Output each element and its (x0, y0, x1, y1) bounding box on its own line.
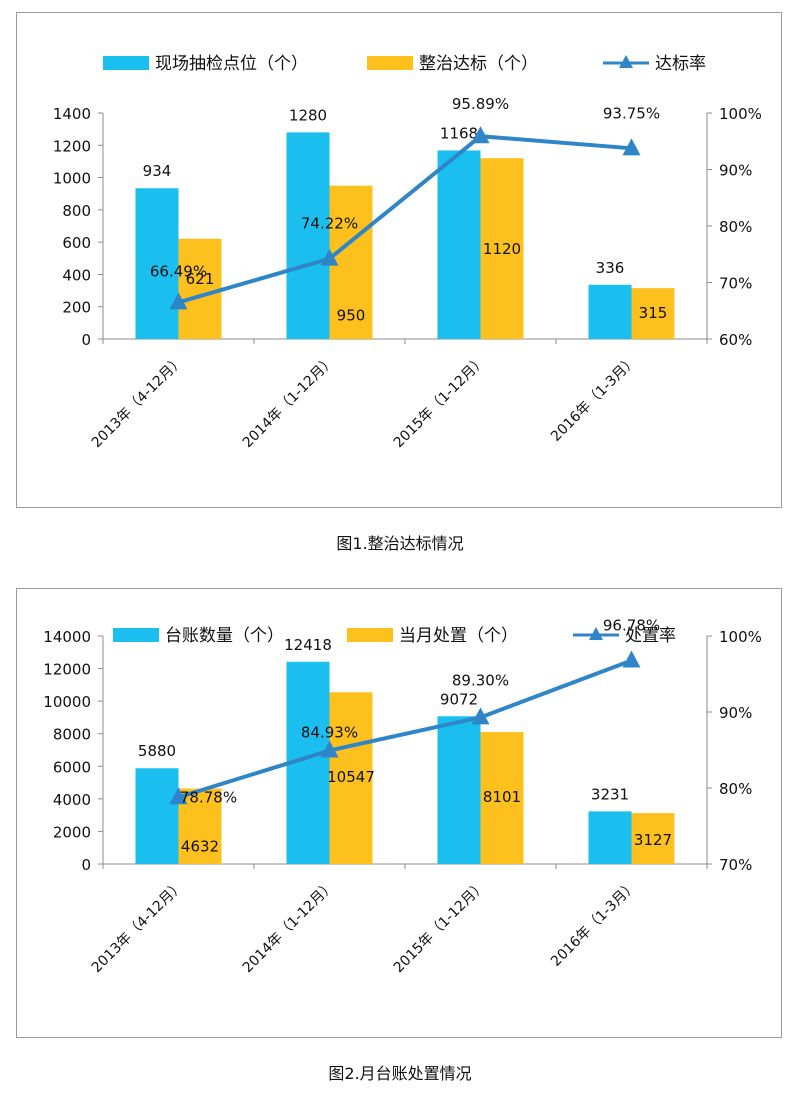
line-data-label: 84.93% (301, 724, 358, 742)
left-axis-tick-label: 10000 (43, 693, 91, 711)
left-axis-tick-label: 0 (81, 331, 91, 349)
left-axis-tick-label: 8000 (53, 726, 91, 744)
rate-marker (169, 292, 188, 310)
bar (135, 188, 179, 339)
line-data-label: 66.49% (150, 262, 207, 280)
legend-label: 台账数量（个） (165, 626, 284, 646)
bar (480, 158, 524, 339)
line-data-label: 74.22% (301, 215, 358, 233)
bar (437, 150, 481, 339)
bar-data-label: 336 (596, 259, 625, 277)
rate-marker (622, 138, 641, 156)
rate-marker (320, 248, 339, 266)
right-axis-tick-label: 100% (719, 105, 762, 123)
bar-data-label: 934 (143, 162, 172, 180)
legend-label: 现场抽检点位（个） (155, 54, 308, 74)
line-data-label: 95.89% (452, 95, 509, 113)
legend-label: 当月处置（个） (399, 626, 518, 646)
chart-1-svg: 0 200 400 600 800 1000 1200 1400 60% 70% 80% 90% 100… (53, 54, 762, 452)
chart-2-frame: 0 2000 4000 6000 8000 10000 12000 14000 70% 80% 90… (16, 588, 782, 1038)
line-data-label: 78.78% (180, 788, 237, 806)
right-axis-tick-label: 60% (719, 331, 752, 349)
x-axis-category-label: 2014年（1-12月） (240, 353, 339, 452)
x-axis-category-label: 2016年（1-3月） (548, 353, 640, 445)
legend-swatch (347, 628, 393, 642)
chart-1-frame: 0 200 400 600 800 1000 1200 1400 60% 70% 80% 90% 100… (16, 12, 782, 508)
right-axis-tick-label: 80% (719, 218, 752, 236)
left-axis-tick-label: 0 (81, 856, 91, 874)
bar (588, 284, 632, 339)
bar-data-label: 4632 (181, 838, 219, 856)
bar-data-label: 950 (337, 307, 366, 325)
bar-data-label: 1120 (483, 240, 521, 258)
rate-marker (169, 787, 188, 805)
legend-marker (619, 55, 633, 68)
rate-marker (471, 707, 490, 725)
chart-2-svg: 0 2000 4000 6000 8000 10000 12000 14000 70% 80% 90… (43, 616, 762, 977)
left-axis-tick-label: 600 (62, 234, 91, 252)
left-axis-tick-label: 14000 (43, 628, 91, 646)
rate-marker (320, 740, 339, 758)
bar-data-label: 12418 (284, 636, 332, 654)
left-axis-tick-label: 1200 (53, 137, 91, 155)
bar-data-label: 1280 (289, 106, 327, 124)
legend-swatch (113, 628, 159, 642)
legend-label: 处置率 (625, 626, 676, 646)
bar (480, 732, 524, 864)
bar-data-label: 9072 (440, 690, 478, 708)
line-data-label: 89.30% (452, 671, 509, 689)
right-axis-tick-label: 90% (719, 162, 752, 180)
bar (135, 768, 179, 864)
rate-line (177, 134, 632, 305)
left-axis-tick-label: 800 (62, 202, 91, 220)
chart-2-caption: 图2.月台账处置情况 (328, 1064, 472, 1083)
bar (329, 692, 373, 864)
bar-data-label: 3127 (634, 831, 672, 849)
legend-swatch (103, 56, 149, 70)
left-axis-tick-label: 6000 (53, 758, 91, 776)
left-axis-tick-label: 4000 (53, 791, 91, 809)
legend-marker (589, 627, 603, 640)
chart-1-caption: 图1.整治达标情况 (336, 534, 464, 553)
bar-data-label: 5880 (138, 742, 176, 760)
legend-label: 达标率 (655, 54, 706, 74)
bar-data-label: 10547 (327, 768, 375, 786)
right-axis-tick-label: 70% (719, 856, 752, 874)
left-axis-tick-label: 400 (62, 266, 91, 284)
bar (631, 813, 675, 864)
line-data-label: 93.75% (603, 104, 660, 122)
legend-swatch (367, 56, 413, 70)
left-axis-tick-label: 1400 (53, 105, 91, 123)
right-axis-tick-label: 80% (719, 780, 752, 798)
bar-data-label: 8101 (483, 788, 521, 806)
x-axis-category-label: 2013年（4-12月） (89, 878, 188, 977)
left-axis-tick-label: 12000 (43, 661, 91, 679)
x-axis-category-label: 2015年（1-12月） (391, 353, 490, 452)
right-axis-tick-label: 90% (719, 704, 752, 722)
bar-data-label: 621 (186, 270, 215, 288)
right-axis-tick-label: 100% (719, 628, 762, 646)
left-axis-tick-label: 1000 (53, 170, 91, 188)
bar (178, 238, 222, 339)
line-data-label: 96.78% (603, 616, 660, 634)
rate-marker (471, 126, 490, 144)
rate-marker (622, 650, 641, 668)
x-axis-category-label: 2015年（1-12月） (391, 878, 490, 977)
left-axis-tick-label: 2000 (53, 823, 91, 841)
bar (588, 811, 632, 864)
left-axis-tick-label: 200 (62, 299, 91, 317)
right-axis-tick-label: 70% (719, 275, 752, 293)
x-axis-category-label: 2016年（1-3月） (548, 878, 640, 970)
bar (286, 132, 330, 339)
bar-data-label: 1168 (440, 124, 478, 142)
legend-label: 整治达标（个） (419, 54, 538, 74)
bar (631, 288, 675, 339)
bar-data-label: 3231 (591, 785, 629, 803)
rate-line (177, 658, 633, 800)
bar-data-label: 315 (639, 304, 668, 322)
bar (437, 716, 481, 864)
x-axis-category-label: 2013年（4-12月） (89, 353, 188, 452)
x-axis-category-label: 2014年（1-12月） (240, 878, 339, 977)
